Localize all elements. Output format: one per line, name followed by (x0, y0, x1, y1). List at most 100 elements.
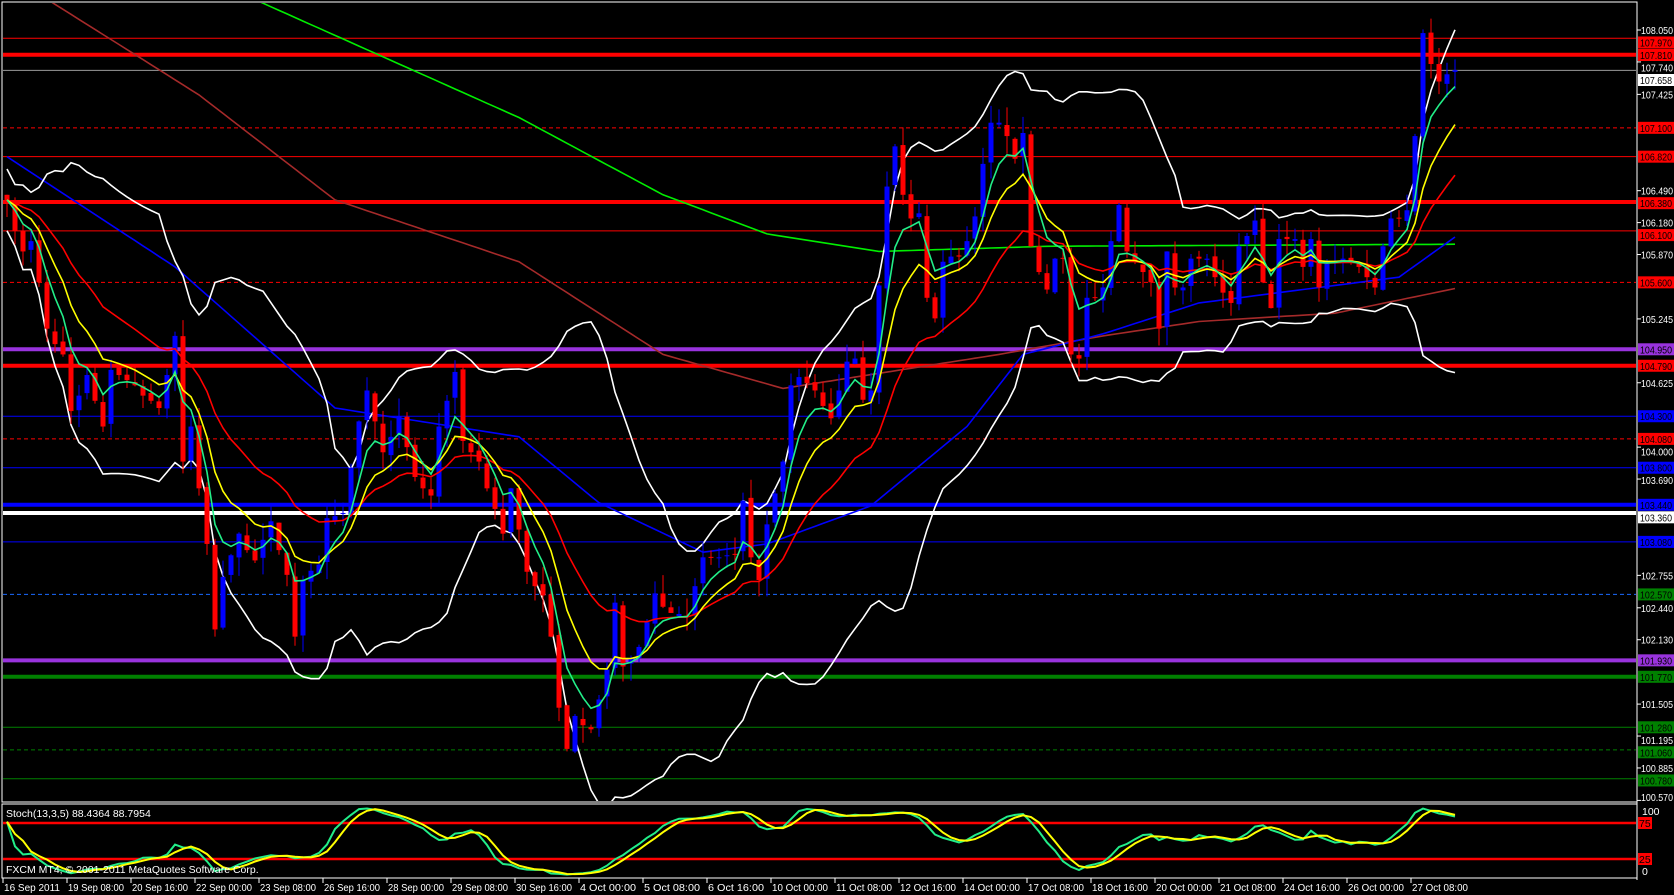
candle-body (1452, 70, 1458, 72)
level-price-box (1638, 774, 1674, 787)
moving-average-line (51, 3, 1456, 390)
candle-body (68, 354, 74, 412)
level-price-box (1638, 36, 1674, 49)
candle-body (412, 444, 418, 477)
candle-body (532, 572, 538, 587)
candle-body (292, 576, 298, 637)
candle-body (500, 508, 506, 534)
level-price-label: 101.280 (1640, 722, 1672, 734)
price-tick-label: 107.425 (1641, 89, 1673, 101)
bollinger-bands (6, 29, 1456, 801)
candle-body (652, 593, 658, 624)
candle-body (588, 727, 594, 730)
candle-body (420, 477, 426, 489)
price-chart-panel[interactable] (1, 0, 1638, 808)
candle-body (916, 213, 922, 218)
ema-line (6, 124, 1456, 670)
time-axis[interactable]: 16 Sep 2011 19 Sep 08:00 20 Sep 16:00 22 Se… (2, 878, 1468, 894)
candle-body (708, 556, 714, 558)
level-price-box (1638, 229, 1674, 242)
candle-body (748, 497, 754, 558)
candle-body (308, 570, 314, 582)
candle-body (124, 374, 130, 381)
stochastic-panel[interactable]: Stoch(13,3,5) 88.4364 88.7954 FXCM MT4, … (1, 803, 1638, 879)
candle-body (876, 285, 882, 393)
candle-body (996, 122, 1002, 125)
level-price-label: 103.800 (1640, 463, 1672, 475)
candle-body (228, 555, 234, 575)
stochastic-level-box (1638, 817, 1652, 829)
ema-lines (6, 86, 1456, 710)
level-price-label: 106.820 (1640, 152, 1672, 164)
level-price-box (1638, 588, 1674, 601)
level-price-box (1638, 535, 1674, 548)
candle-body (324, 518, 330, 562)
level-price-label: 107.100 (1640, 123, 1672, 135)
candle-body (1300, 239, 1306, 267)
stochastic-level-box (1638, 853, 1652, 865)
candle-body (1084, 297, 1090, 357)
candle-body (796, 377, 802, 386)
level-price-box (1638, 432, 1674, 445)
candle-body (1036, 246, 1042, 273)
candle-body (1108, 241, 1114, 288)
candle-body (852, 358, 858, 364)
candle-body (188, 426, 194, 461)
level-price-label: 106.100 (1640, 230, 1672, 242)
time-tick-label: 14 Oct 00:00 (964, 882, 1020, 894)
candle-body (620, 605, 626, 667)
candle-body (788, 385, 794, 460)
candle-body (988, 122, 994, 163)
candle-body (164, 375, 170, 409)
candle-body (780, 461, 786, 492)
time-tick-label: 5 Oct 08:00 (644, 882, 700, 894)
price-tick-label: 105.245 (1641, 314, 1673, 326)
candle-body (172, 335, 178, 375)
bollinger-lower-band (6, 230, 1456, 801)
candle-body (108, 369, 114, 424)
candle-body (596, 699, 602, 729)
candle-body (364, 390, 370, 421)
candle-body (660, 593, 666, 607)
candle-body (380, 423, 386, 453)
time-tick-label: 18 Oct 16:00 (1092, 882, 1148, 894)
level-price-box (1638, 150, 1674, 163)
candle-body (1060, 257, 1066, 259)
candle-body (1100, 287, 1106, 301)
candle-body (900, 145, 906, 195)
level-price-box (1638, 498, 1674, 511)
candle-body (772, 493, 778, 523)
candle-body (300, 579, 306, 636)
candle-body (956, 255, 962, 257)
candle-body (444, 400, 450, 429)
candle-body (1252, 220, 1258, 236)
candle-body (540, 584, 546, 596)
level-price-label: 101.770 (1640, 672, 1672, 684)
candle-body (1324, 263, 1330, 289)
candle-body (28, 241, 34, 250)
candle-body (812, 382, 818, 391)
level-price-label: 104.300 (1640, 411, 1672, 423)
candle-body (1188, 258, 1194, 286)
candle-body (612, 602, 618, 668)
candle-body (1068, 257, 1074, 355)
candle-body (1044, 273, 1050, 290)
candle-body (580, 718, 586, 726)
level-price-label: 107.658 (1640, 75, 1672, 87)
candle-body (4, 194, 10, 200)
candle-body (1004, 125, 1010, 137)
candle-body (116, 367, 122, 376)
candle-body (1028, 134, 1034, 247)
candle-body (1276, 239, 1282, 308)
price-tick-label: 106.180 (1641, 218, 1673, 230)
time-tick-label: 27 Oct 08:00 (1412, 882, 1468, 894)
ema-line (6, 86, 1456, 710)
candle-body (972, 216, 978, 239)
candle-body (268, 521, 274, 538)
time-tick-label: 6 Oct 16:00 (708, 882, 764, 894)
time-tick-label: 22 Sep 00:00 (196, 882, 252, 894)
candlesticks (4, 18, 1458, 754)
candle-body (1212, 256, 1218, 278)
